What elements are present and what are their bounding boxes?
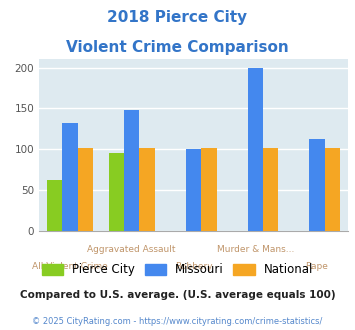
Legend: Pierce City, Missouri, National: Pierce City, Missouri, National [42, 263, 313, 276]
Bar [124, 110, 140, 231]
Bar [47, 180, 62, 231]
Text: Robbery: Robbery [175, 262, 212, 271]
Text: Violent Crime Comparison: Violent Crime Comparison [66, 40, 289, 54]
Text: Rape: Rape [306, 262, 328, 271]
Bar [186, 149, 201, 231]
Bar [263, 148, 278, 231]
Text: 2018 Pierce City: 2018 Pierce City [108, 10, 247, 25]
Bar [309, 140, 325, 231]
Bar [140, 148, 155, 231]
Bar [109, 153, 124, 231]
Bar [325, 148, 340, 231]
Text: Compared to U.S. average. (U.S. average equals 100): Compared to U.S. average. (U.S. average … [20, 290, 335, 300]
Text: All Violent Crime: All Violent Crime [32, 262, 108, 271]
Text: © 2025 CityRating.com - https://www.cityrating.com/crime-statistics/: © 2025 CityRating.com - https://www.city… [32, 317, 323, 326]
Bar [201, 148, 217, 231]
Text: Murder & Mans...: Murder & Mans... [217, 245, 294, 254]
Text: Aggravated Assault: Aggravated Assault [87, 245, 176, 254]
Bar [62, 123, 78, 231]
Bar [247, 68, 263, 231]
Bar [78, 148, 93, 231]
